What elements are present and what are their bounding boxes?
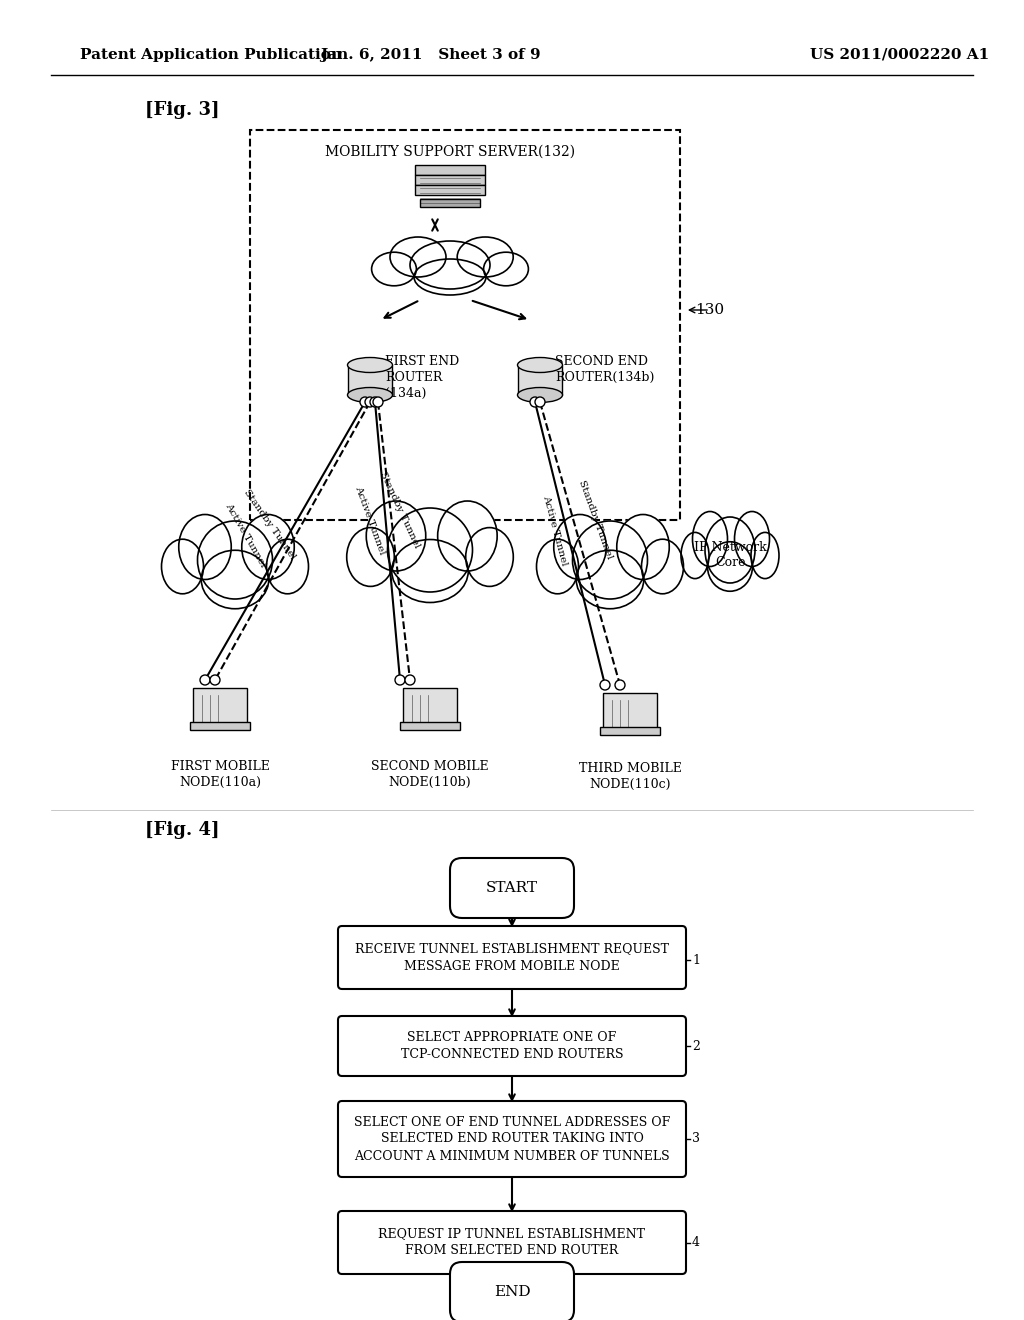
Circle shape — [615, 680, 625, 690]
Ellipse shape — [266, 539, 308, 594]
FancyBboxPatch shape — [518, 366, 562, 395]
Circle shape — [406, 675, 415, 685]
Ellipse shape — [437, 502, 497, 572]
Ellipse shape — [242, 515, 294, 579]
Ellipse shape — [372, 252, 417, 286]
Circle shape — [373, 397, 383, 407]
Ellipse shape — [692, 511, 727, 566]
Ellipse shape — [410, 242, 490, 289]
Ellipse shape — [577, 550, 644, 609]
FancyBboxPatch shape — [403, 688, 457, 727]
FancyBboxPatch shape — [415, 165, 485, 176]
FancyBboxPatch shape — [338, 1210, 686, 1274]
Ellipse shape — [554, 515, 606, 579]
Text: Jan. 6, 2011   Sheet 3 of 9: Jan. 6, 2011 Sheet 3 of 9 — [319, 48, 541, 62]
Circle shape — [200, 675, 210, 685]
FancyBboxPatch shape — [600, 727, 660, 735]
Ellipse shape — [616, 515, 670, 579]
Text: [Fig. 4]: [Fig. 4] — [145, 821, 219, 840]
Text: SECOND END
ROUTER(134b): SECOND END ROUTER(134b) — [555, 355, 654, 384]
Ellipse shape — [734, 511, 769, 566]
Ellipse shape — [517, 388, 562, 403]
FancyBboxPatch shape — [190, 722, 250, 730]
FancyBboxPatch shape — [338, 927, 686, 989]
Ellipse shape — [751, 532, 779, 578]
Ellipse shape — [392, 540, 468, 602]
Ellipse shape — [708, 541, 753, 591]
Ellipse shape — [483, 252, 528, 286]
Text: FIRST MOBILE
NODE(110a): FIRST MOBILE NODE(110a) — [171, 760, 269, 789]
Ellipse shape — [162, 539, 204, 594]
Ellipse shape — [387, 508, 472, 591]
Ellipse shape — [641, 539, 683, 594]
FancyBboxPatch shape — [603, 693, 657, 733]
Ellipse shape — [347, 528, 394, 586]
Ellipse shape — [347, 358, 392, 372]
Text: [Fig. 3]: [Fig. 3] — [145, 102, 219, 119]
Circle shape — [600, 680, 610, 690]
Text: Standby Tunnel: Standby Tunnel — [577, 479, 613, 561]
Ellipse shape — [466, 528, 513, 586]
Ellipse shape — [414, 259, 486, 294]
Text: 4: 4 — [692, 1237, 700, 1250]
Circle shape — [370, 397, 380, 407]
FancyBboxPatch shape — [348, 366, 392, 395]
Text: Active Tunnel: Active Tunnel — [542, 494, 568, 566]
FancyBboxPatch shape — [193, 688, 247, 727]
Circle shape — [365, 397, 375, 407]
Text: THIRD MOBILE
NODE(110c): THIRD MOBILE NODE(110c) — [579, 762, 681, 791]
Ellipse shape — [537, 539, 579, 594]
Text: SECOND MOBILE
NODE(110b): SECOND MOBILE NODE(110b) — [371, 760, 488, 789]
Text: Active Tunnel: Active Tunnel — [223, 502, 267, 569]
Text: US 2011/0002220 A1: US 2011/0002220 A1 — [810, 48, 989, 62]
Text: RECEIVE TUNNEL ESTABLISHMENT REQUEST
MESSAGE FROM MOBILE NODE: RECEIVE TUNNEL ESTABLISHMENT REQUEST MES… — [355, 942, 669, 973]
Text: Patent Application Publication: Patent Application Publication — [80, 48, 342, 62]
Ellipse shape — [572, 521, 647, 599]
Text: 1: 1 — [692, 953, 700, 966]
FancyBboxPatch shape — [450, 1262, 574, 1320]
FancyBboxPatch shape — [415, 176, 485, 185]
Ellipse shape — [517, 358, 562, 372]
Text: FIRST END
ROUTER
(134a): FIRST END ROUTER (134a) — [385, 355, 459, 400]
Circle shape — [395, 675, 406, 685]
Text: Standby Tunnel: Standby Tunnel — [378, 470, 422, 549]
FancyBboxPatch shape — [420, 199, 480, 207]
Ellipse shape — [179, 515, 231, 579]
Text: IP Network
Core: IP Network Core — [693, 541, 766, 569]
Text: END: END — [494, 1284, 530, 1299]
Ellipse shape — [347, 388, 392, 403]
Text: 130: 130 — [695, 304, 724, 317]
FancyBboxPatch shape — [338, 1016, 686, 1076]
Circle shape — [530, 397, 540, 407]
Ellipse shape — [457, 238, 513, 277]
Text: 3: 3 — [692, 1133, 700, 1146]
Text: Standby Tunnel: Standby Tunnel — [243, 488, 298, 562]
Text: SELECT APPROPRIATE ONE OF
TCP-CONNECTED END ROUTERS: SELECT APPROPRIATE ONE OF TCP-CONNECTED … — [400, 1031, 624, 1061]
Text: MOBILITY SUPPORT SERVER(132): MOBILITY SUPPORT SERVER(132) — [325, 145, 575, 158]
Text: START: START — [486, 880, 538, 895]
Text: Active Tunnel: Active Tunnel — [353, 484, 387, 556]
FancyBboxPatch shape — [450, 858, 574, 917]
Text: SELECT ONE OF END TUNNEL ADDRESSES OF
SELECTED END ROUTER TAKING INTO
ACCOUNT A : SELECT ONE OF END TUNNEL ADDRESSES OF SE… — [354, 1115, 670, 1163]
Ellipse shape — [705, 517, 755, 583]
Circle shape — [360, 397, 370, 407]
Circle shape — [535, 397, 545, 407]
Ellipse shape — [367, 502, 426, 572]
FancyBboxPatch shape — [338, 1101, 686, 1177]
FancyBboxPatch shape — [415, 185, 485, 195]
Circle shape — [210, 675, 220, 685]
FancyBboxPatch shape — [400, 722, 460, 730]
Ellipse shape — [390, 238, 446, 277]
Ellipse shape — [198, 521, 272, 599]
Ellipse shape — [681, 532, 709, 578]
Text: 2: 2 — [692, 1040, 699, 1052]
Ellipse shape — [202, 550, 268, 609]
Text: REQUEST IP TUNNEL ESTABLISHMENT
FROM SELECTED END ROUTER: REQUEST IP TUNNEL ESTABLISHMENT FROM SEL… — [379, 1228, 645, 1258]
